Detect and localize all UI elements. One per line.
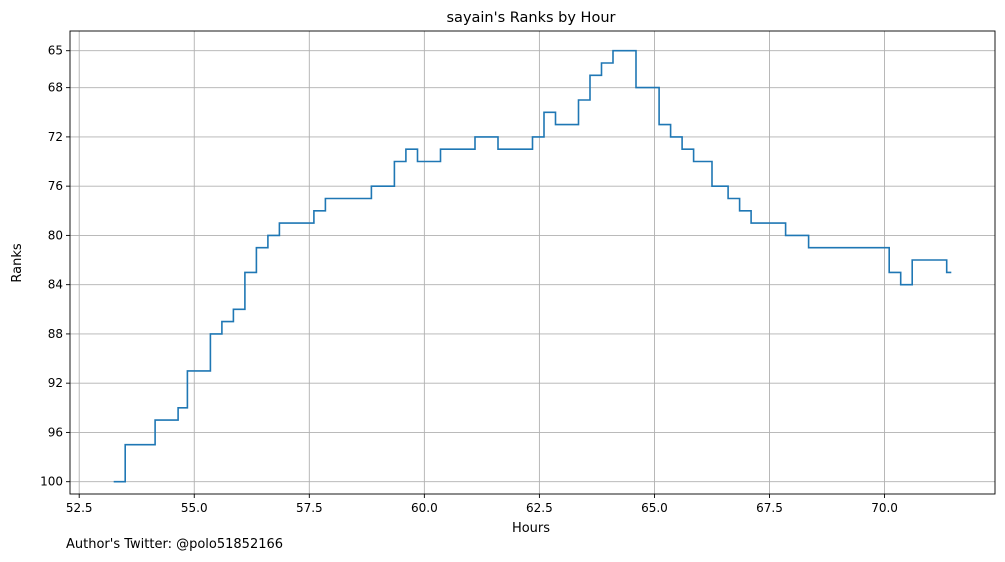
x-tick-label: 67.5 — [756, 501, 783, 515]
x-tick-label: 55.0 — [181, 501, 208, 515]
grid-lines — [70, 31, 995, 494]
author-credit: Author's Twitter: @polo51852166 — [66, 537, 284, 552]
y-axis-label: Ranks — [10, 243, 25, 282]
y-axis: 65 68 72 76 80 84 88 92 96 100 — [40, 44, 70, 489]
y-tick-label: 92 — [48, 376, 63, 390]
y-tick-label: 80 — [48, 228, 63, 242]
x-axis: 52.5 55.0 57.5 60.0 62.5 65.0 67.5 70.0 — [66, 494, 898, 515]
x-tick-label: 57.5 — [296, 501, 323, 515]
x-tick-label: 52.5 — [66, 501, 93, 515]
y-tick-label: 65 — [48, 44, 63, 58]
x-axis-label: Hours — [512, 521, 550, 536]
y-tick-label: 84 — [48, 278, 63, 292]
series-line-group — [113, 49, 952, 483]
chart-title: sayain's Ranks by Hour — [447, 10, 616, 26]
rank-series-line — [113, 49, 952, 483]
plot-frame — [69, 30, 996, 495]
x-tick-label: 70.0 — [871, 501, 898, 515]
x-tick-label: 62.5 — [526, 501, 553, 515]
y-tick-label: 88 — [48, 327, 63, 341]
y-tick-label: 76 — [48, 179, 63, 193]
y-tick-label: 96 — [48, 425, 63, 439]
x-tick-label: 65.0 — [641, 501, 668, 515]
y-tick-label: 100 — [40, 475, 63, 489]
y-tick-label: 72 — [48, 130, 63, 144]
y-tick-label: 68 — [48, 81, 63, 95]
x-tick-label: 60.0 — [411, 501, 438, 515]
